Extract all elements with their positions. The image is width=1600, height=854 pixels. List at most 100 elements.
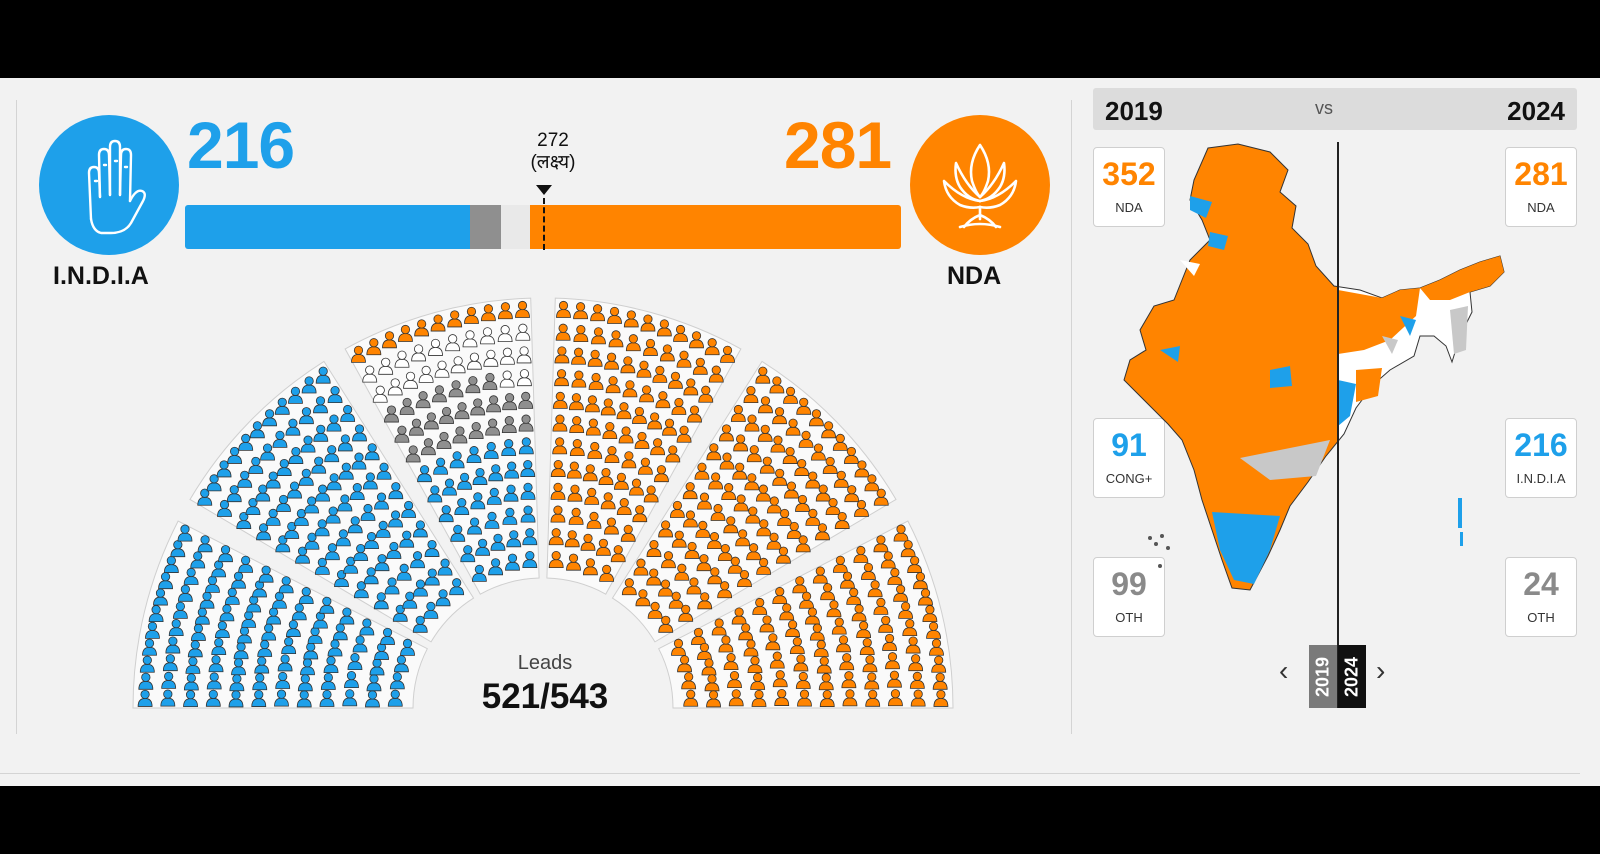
seat-icon (861, 562, 876, 580)
seat-icon (281, 637, 297, 655)
seat-icon (449, 451, 465, 469)
seat-icon (647, 412, 663, 430)
seat-icon (502, 393, 518, 411)
stat-2024-others: 24 OTH (1505, 557, 1577, 637)
seat-icon (865, 689, 881, 707)
seat-icon (506, 530, 522, 548)
seat-icon (585, 418, 601, 436)
seat-icon (772, 468, 788, 486)
parliament-hemicycle (132, 297, 954, 709)
seat-icon (218, 545, 233, 563)
slider-tab-2019[interactable]: 2019 (1309, 645, 1337, 708)
seat-icon (632, 505, 648, 523)
seat-icon (851, 604, 867, 622)
slider-tab-2024[interactable]: 2024 (1338, 645, 1366, 708)
seat-icon (300, 435, 316, 453)
seat-icon (295, 546, 310, 564)
seat-icon (604, 352, 619, 370)
seat-icon (694, 462, 710, 480)
seat-icon (288, 446, 304, 464)
seat-icon (424, 539, 440, 557)
india-seat-count: 216 (187, 108, 295, 182)
seat-icon (600, 398, 616, 416)
seat-icon (362, 472, 378, 490)
seat-icon (684, 541, 700, 559)
seat-icon (315, 484, 331, 502)
seat-icon (809, 623, 825, 641)
islands (1148, 534, 1170, 568)
seat-icon (654, 465, 669, 483)
seat-icon (301, 376, 317, 394)
seat-icon (415, 391, 431, 409)
seat-icon (766, 496, 782, 514)
seat-icon (696, 554, 712, 572)
seat-icon (727, 556, 743, 574)
seat-icon (629, 478, 644, 496)
stat-value: 24 (1523, 566, 1559, 602)
map-comparison-slider-line[interactable] (1337, 142, 1339, 708)
seat-icon (206, 672, 222, 690)
seat-icon (859, 637, 875, 655)
seat-icon (616, 498, 632, 516)
seat-icon (351, 452, 367, 470)
seat-icon (285, 418, 301, 436)
seat-icon (460, 545, 476, 563)
map-2024 (1338, 143, 1505, 591)
seat-icon (518, 391, 534, 409)
seat-icon (789, 637, 805, 655)
seat-icon (153, 588, 168, 606)
seat-icon (148, 605, 164, 623)
seat-icon (841, 671, 857, 689)
seat-icon (569, 439, 585, 457)
seat-icon (676, 425, 692, 443)
seat-icon (486, 487, 502, 505)
seat-icon (805, 508, 821, 526)
seat-icon (464, 306, 479, 324)
seat-icon (251, 689, 267, 707)
seat-icon (566, 553, 581, 571)
seat-icon (659, 344, 675, 362)
seat-bar-others (469, 205, 502, 249)
section-divider (1071, 100, 1072, 734)
seat-icon (587, 349, 603, 367)
seat-bar-nda (530, 205, 901, 249)
seat-icon (668, 371, 683, 389)
seat-icon (405, 445, 421, 463)
seat-icon (400, 638, 415, 656)
seat-icon (910, 689, 926, 707)
seat-icon (237, 470, 253, 488)
seat-icon (327, 386, 343, 404)
seat-icon (139, 655, 155, 673)
comparison-year-right: 2024 (1507, 96, 1565, 126)
seat-icon (260, 443, 275, 461)
seat-icon (299, 407, 314, 425)
seat-icon (674, 563, 690, 581)
seat-icon (658, 520, 674, 538)
seat-icon (815, 523, 830, 541)
chevron-left-icon[interactable]: ‹ (1279, 655, 1289, 686)
nda-name: NDA (947, 262, 1002, 290)
seat-icon (554, 369, 569, 387)
seat-icon (902, 619, 918, 637)
seat-icon (497, 325, 513, 343)
seat-icon (795, 535, 811, 553)
seat-icon (620, 356, 636, 374)
seat-icon (772, 670, 788, 688)
seat-icon (471, 564, 487, 582)
seat-icon (571, 370, 587, 388)
india-name: I.N.D.I.A (53, 262, 149, 290)
seat-icon (417, 465, 432, 483)
seat-icon (376, 462, 392, 480)
seat-icon (655, 391, 671, 409)
seat-icon (756, 519, 772, 537)
chevron-right-icon[interactable]: › (1376, 655, 1386, 686)
leads-value: 521/543 (481, 677, 609, 716)
seat-icon (745, 506, 761, 524)
seat-icon (643, 485, 659, 503)
seat-icon (732, 462, 748, 480)
majority-marker-icon (536, 185, 552, 195)
seat-icon (834, 511, 850, 529)
seat-icon (623, 310, 639, 328)
seat-icon (796, 397, 812, 415)
seat-icon (602, 421, 618, 439)
